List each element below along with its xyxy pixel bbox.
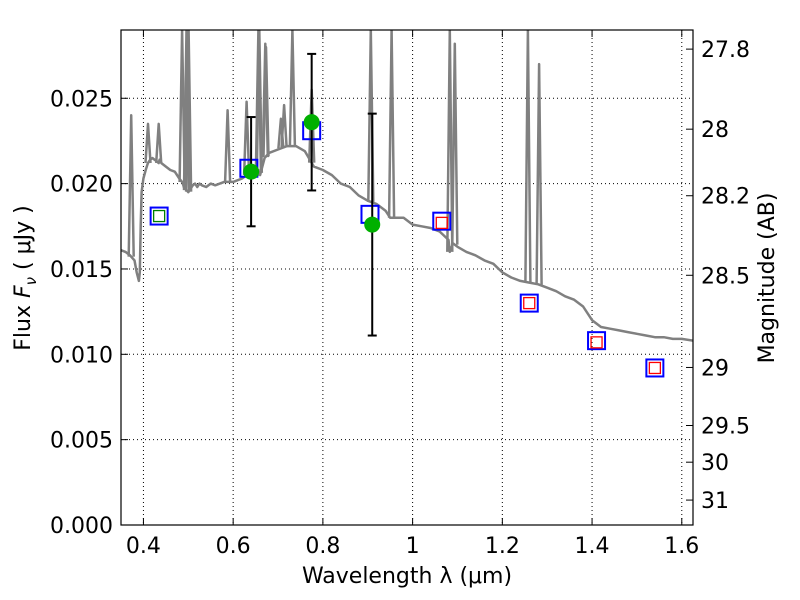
model-photometry-square: [432, 211, 452, 231]
synthetic-photometry-square: [152, 209, 166, 223]
y2-tick-label: 28.5: [701, 264, 750, 289]
model-photometry-square: [587, 331, 607, 351]
emission-line-spike: [154, 122, 163, 164]
x-tick-label: 1.4: [575, 534, 610, 559]
emission-line-spike: [524, 30, 532, 283]
observed-flux-point: [303, 114, 320, 131]
emission-line-spike: [699, 141, 704, 341]
y2-tick-label: 31: [701, 489, 729, 514]
emission-line-spike: [262, 45, 270, 157]
y-tick-label: 0.005: [50, 429, 113, 454]
model-spectrum: [121, 30, 704, 342]
y-axis-label: Flux Fν ( μJy ): [11, 205, 40, 350]
x-tick-label: 0.8: [305, 534, 340, 559]
y2-tick-label: 29: [701, 356, 729, 381]
model-photometry-square: [645, 358, 665, 378]
x-axis-label: Wavelength λ (μm): [302, 564, 512, 589]
y-tick-label: 0.010: [50, 343, 113, 368]
synthetic-photometry-square: [648, 361, 662, 375]
emission-line-spike: [223, 108, 232, 182]
emission-line-spike: [242, 100, 251, 176]
y-tick-label: 0.015: [50, 258, 113, 283]
x-tick-label: 0.4: [126, 534, 161, 559]
x-tick-label: 1.2: [485, 534, 520, 559]
y-tick-label: 0.020: [50, 173, 113, 198]
emission-line-spike: [184, 30, 193, 192]
y2-tick-label: 29.5: [701, 414, 750, 439]
emission-line-spike: [127, 114, 135, 257]
emission-line-spike: [387, 30, 396, 218]
emission-line-spike: [451, 42, 459, 245]
photometry-markers: [149, 52, 665, 378]
emission-line-spike: [280, 103, 288, 148]
axis-ticks: 0.4 0.6 0.8 1 1.2 1.4 1.6 0.000 0.005 0.010 0.015 0…: [50, 30, 750, 559]
synthetic-photometry-square: [435, 216, 448, 230]
model-photometry-square: [149, 206, 169, 226]
secondary-y-axis-label: Magnitude (AB): [755, 193, 780, 364]
synthetic-photometry-square: [523, 296, 536, 310]
grid: [121, 30, 693, 526]
y2-tick-label: 27.8: [701, 38, 750, 63]
emission-line-spike: [255, 30, 264, 173]
emission-line-spike: [288, 30, 297, 147]
model-continuum-line: [121, 144, 693, 342]
y2-tick-label: 30: [701, 451, 729, 476]
y-tick-label: 0.000: [50, 514, 113, 539]
y2-tick-label: 28.2: [701, 185, 750, 210]
plot-frame: [120, 29, 694, 526]
observed-flux-point: [364, 216, 381, 233]
emission-line-spike: [446, 30, 454, 252]
x-tick-label: 0.6: [216, 534, 251, 559]
observed-flux-point: [243, 163, 260, 180]
x-tick-label: 1: [406, 534, 420, 559]
synthetic-photometry-square: [590, 336, 603, 349]
emission-line-spike: [144, 122, 152, 164]
emission-line-spike: [535, 62, 543, 285]
y-tick-label: 0.025: [50, 87, 113, 112]
model-photometry-square: [519, 293, 539, 313]
x-tick-label: 1.6: [664, 534, 699, 559]
y2-tick-label: 28: [701, 118, 729, 143]
